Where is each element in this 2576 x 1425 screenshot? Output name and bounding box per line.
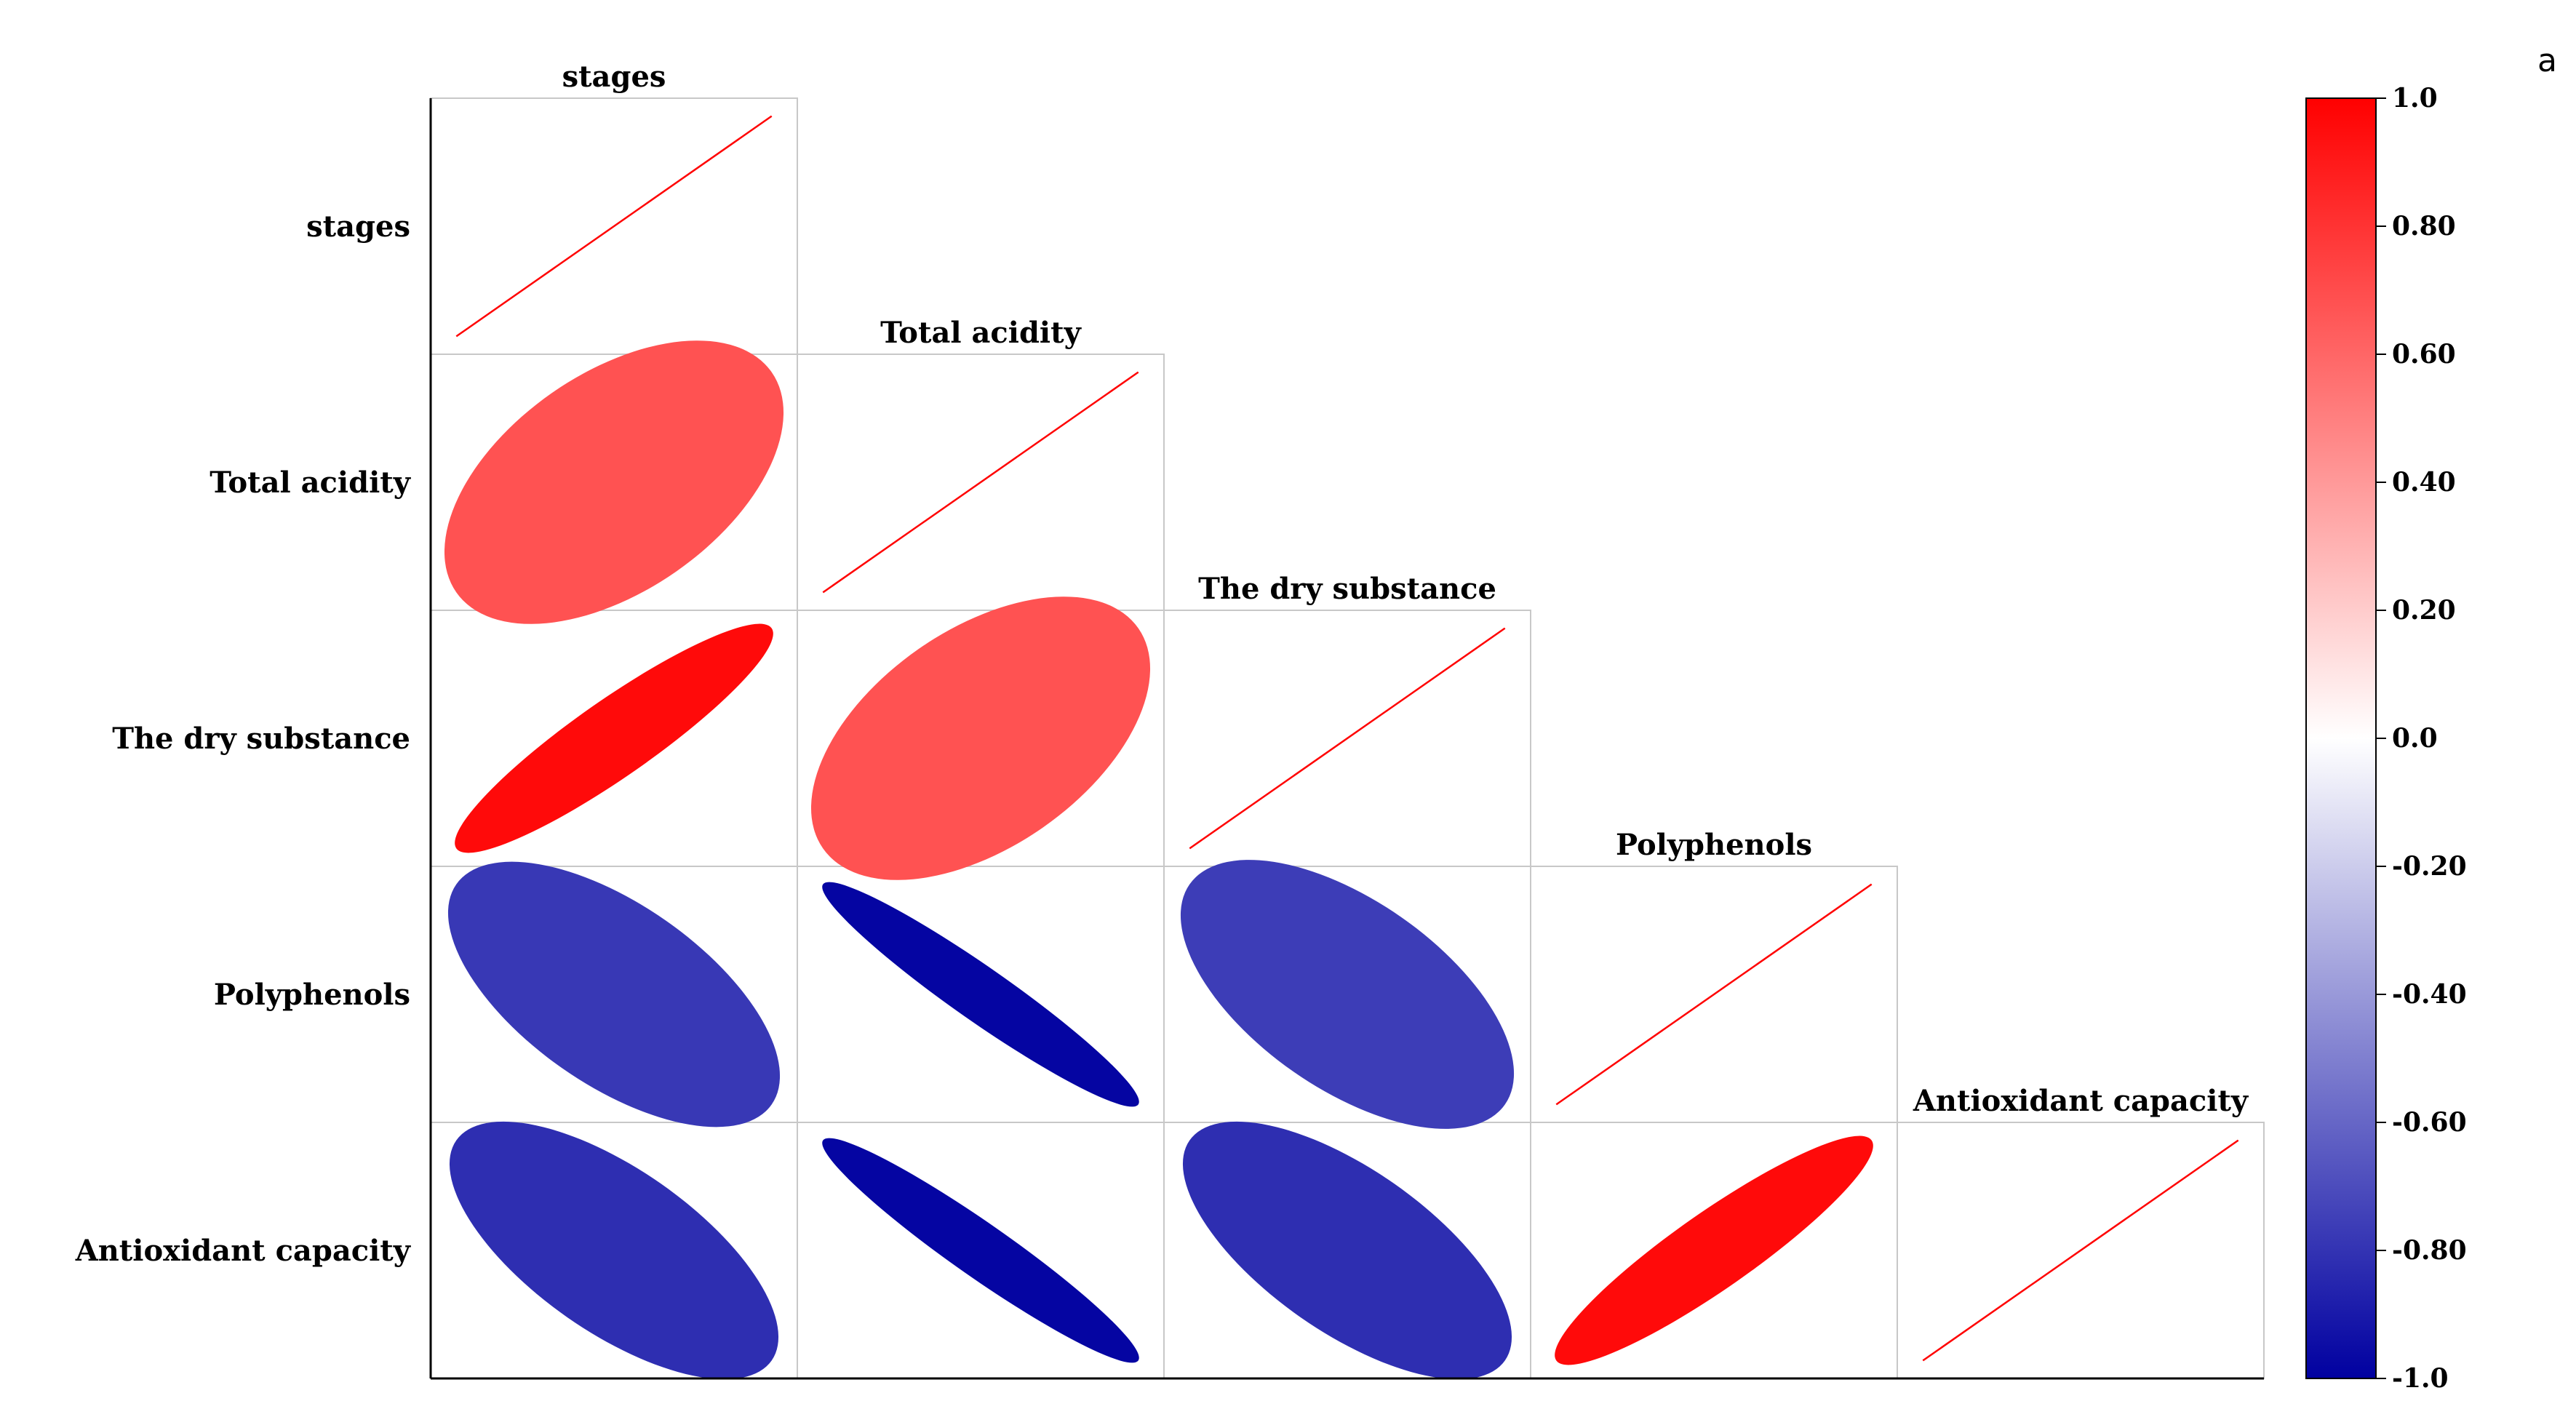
correlation-matrix: stages stages Total acidity Total acidity Th… [75, 60, 2265, 1380]
colorbar-tick-label: -1.0 [2392, 1363, 2449, 1394]
colorbar-tick-label: 0.40 [2392, 467, 2456, 498]
ellipse-total-acidity-vs-stages [444, 340, 784, 624]
colorbar: 1.0 0.80 0.60 0.40 0.20 0.0 -0.20 -0.40 -0.60 -0.… [2305, 83, 2467, 1394]
column-label-the-dry-substance: The dry substance [1198, 572, 1496, 606]
ellipse-polyphenols-vs-total-acidity [822, 882, 1139, 1107]
column-label-stages: stages [562, 60, 666, 94]
column-label-total-acidity: Total acidity [880, 316, 1082, 350]
diagonal-line-total-acidity [822, 371, 1139, 594]
ellipse-antioxidant-capacity-vs-polyphenols [1555, 1135, 1873, 1365]
ellipse-antioxidant-capacity-vs-the-dry-substance [1182, 1121, 1512, 1380]
column-label-polyphenols: Polyphenols [1616, 828, 1812, 862]
ellipse-polyphenols-vs-the-dry-substance [1180, 860, 1515, 1129]
colorbar-tick-label: 0.20 [2392, 595, 2456, 626]
row-label-antioxidant-capacity: Antioxidant capacity [75, 1234, 412, 1268]
diagonal-line-polyphenols [1555, 883, 1873, 1106]
colorbar-tick-label: 0.60 [2392, 339, 2456, 370]
colorbar-tick-label: -0.60 [2392, 1107, 2467, 1138]
colorbar-tick-label: -0.20 [2392, 851, 2467, 882]
colorbar-tick-label: 0.80 [2392, 211, 2456, 242]
row-label-the-dry-substance: The dry substance [112, 722, 410, 756]
ellipse-antioxidant-capacity-vs-total-acidity [822, 1138, 1139, 1363]
row-label-total-acidity: Total acidity [210, 466, 411, 500]
ellipse-polyphenols-vs-stages [447, 861, 781, 1127]
colorbar-tick-label: 0.0 [2392, 723, 2438, 754]
colorbar-tick-label: -0.80 [2392, 1235, 2467, 1266]
diagonal-line-the-dry-substance [1189, 627, 1506, 850]
colorbar-tick-label: -0.40 [2392, 979, 2467, 1010]
diagonal-line-antioxidant-capacity [1922, 1139, 2239, 1362]
ellipse-the-dry-substance-vs-stages [455, 623, 773, 853]
row-label-stages: stages [306, 209, 410, 244]
column-label-antioxidant-capacity: Antioxidant capacity [1913, 1084, 2249, 1118]
ellipse-the-dry-substance-vs-total-acidity [810, 596, 1151, 880]
colorbar-gradient [2305, 97, 2377, 1379]
colorbar-tick-label: 1.0 [2392, 83, 2438, 113]
row-label-polyphenols: Polyphenols [214, 978, 410, 1012]
diagonal-line-stages [455, 115, 773, 338]
panel-label: a [2537, 42, 2557, 79]
ellipse-antioxidant-capacity-vs-stages [449, 1121, 779, 1380]
